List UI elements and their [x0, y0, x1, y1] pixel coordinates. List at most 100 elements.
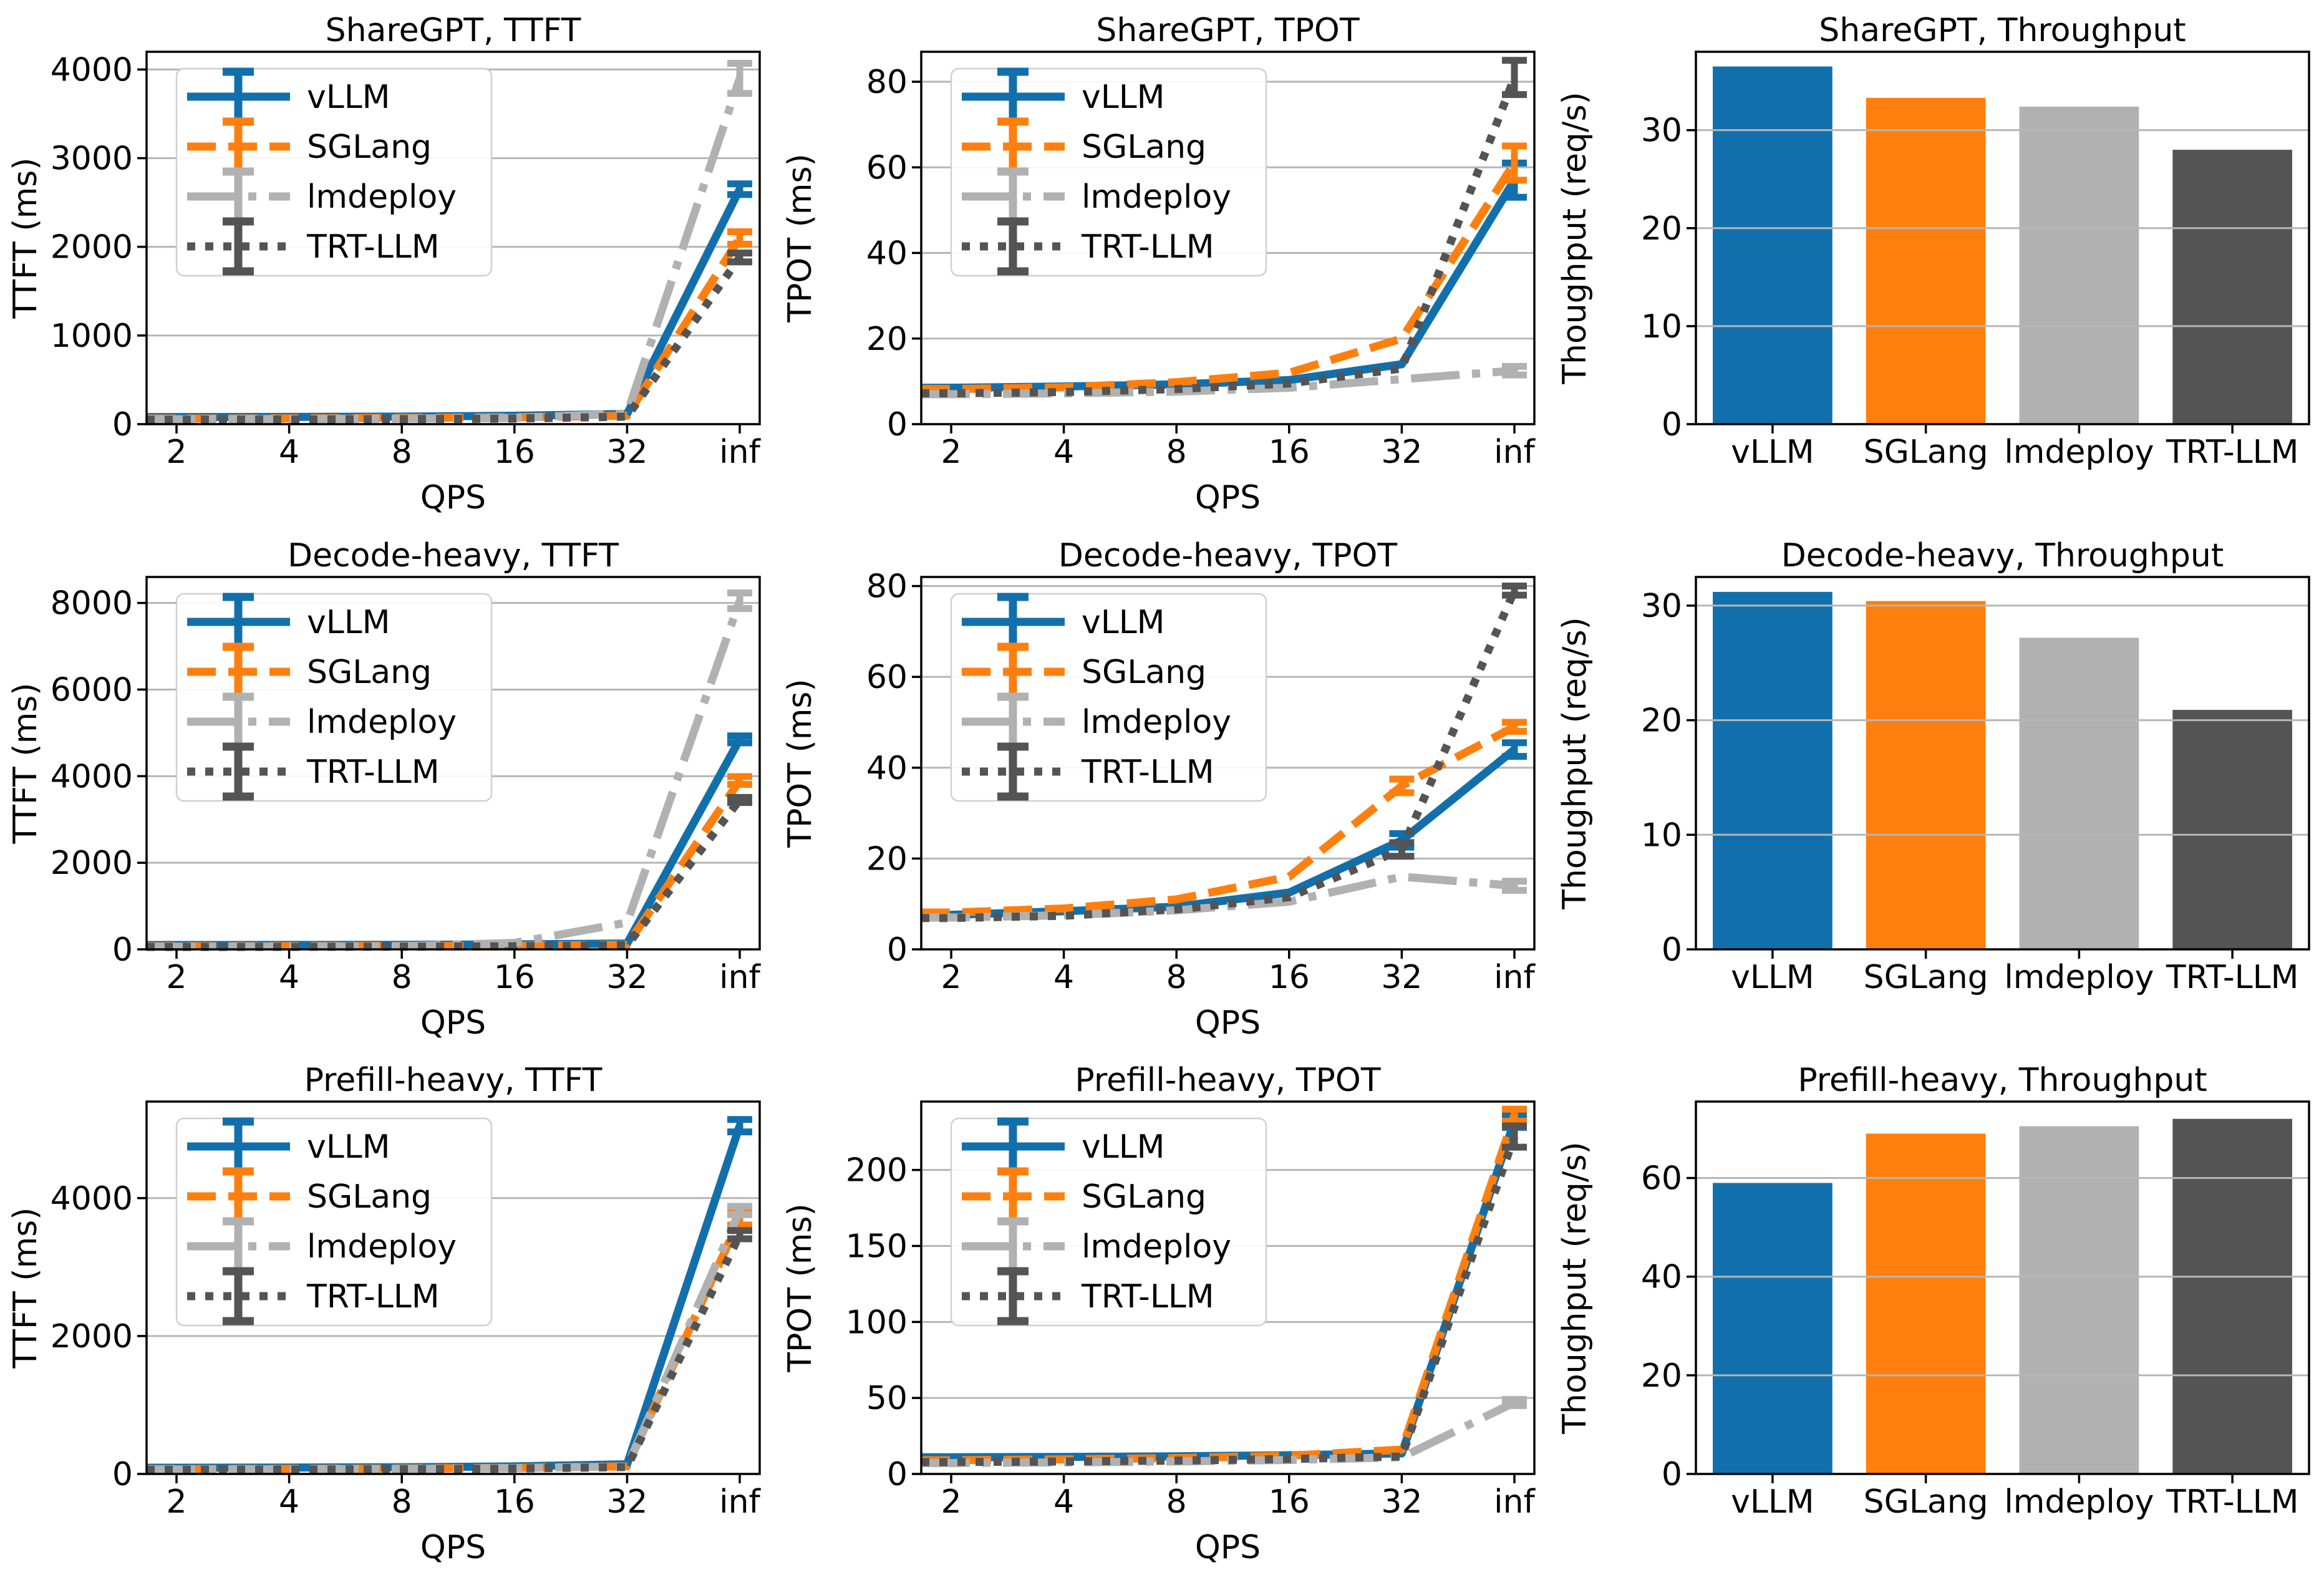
legend-label-lmdeploy: lmdeploy: [307, 704, 457, 741]
y-axis-label: TTFT (ms): [7, 1208, 44, 1369]
x-axis-tick-label: inf: [719, 434, 761, 471]
legend-label-lmdeploy: lmdeploy: [1082, 704, 1231, 741]
x-axis-tick-label: inf: [1494, 959, 1536, 996]
legend: vLLM SGLang lmdeploy TRT-LLM: [950, 1117, 1267, 1327]
x-axis-tick-label: 16: [494, 1483, 535, 1521]
x-axis-tick-label: 32: [606, 1483, 647, 1521]
y-axis-tick-label: 10: [1641, 308, 1682, 346]
chart-title: Decode-heavy, TTFT: [288, 537, 619, 574]
decode-heavy-throughput-canvas: 0 10 20 30 vLLM SGLang lmdeploy TRT-LLM Decode-h…: [1556, 537, 2310, 996]
y-axis-tick-label: 200: [846, 1152, 908, 1190]
chart-title: Decode-heavy, TPOT: [1058, 537, 1398, 574]
x-axis-tick-label: vLLM: [1731, 434, 1814, 471]
y-axis-label: TTFT (ms): [7, 682, 44, 844]
axis-spines: [145, 51, 761, 425]
x-axis-label: QPS: [420, 1004, 486, 1042]
x-axis-tick-label: SGLang: [1864, 434, 1988, 471]
x-axis-tick-label: 2: [941, 1483, 961, 1521]
y-axis-tick-label: 20: [866, 321, 908, 358]
y-axis-tick-label: 20: [866, 840, 908, 878]
x-axis-tick-label: 2: [166, 959, 186, 996]
y-axis-tick-label: 60: [866, 659, 908, 696]
y-axis-label: TPOT (ms): [782, 153, 819, 323]
x-axis-label: QPS: [1195, 1004, 1261, 1042]
legend-label-trtllm: TRT-LLM: [1081, 1278, 1214, 1316]
x-axis-tick-label: TRT-LLM: [2166, 1483, 2299, 1521]
x-axis-label: QPS: [1195, 1529, 1261, 1566]
line-series-trtllm: [921, 1135, 1519, 1466]
chart-title: Decode-heavy, Throughput: [1781, 537, 2224, 574]
x-axis-tick-label: lmdeploy: [2004, 1483, 2154, 1521]
y-axis-tick-label: 0: [887, 1456, 908, 1493]
y-axis-tick-label: 30: [1641, 588, 1682, 625]
x-axis-tick-label: 32: [1381, 1483, 1422, 1521]
subplot-prefill-heavy-ttft: 0 2000 4000 2 4 8 16 32 inf Prefill-heavy, TTFT QP…: [0, 1050, 775, 1575]
y-axis-tick-label: 6000: [51, 671, 133, 709]
legend-label-sglang: SGLang: [307, 654, 432, 691]
legend-box: [175, 67, 493, 277]
x-axis-tick-label: 2: [941, 434, 961, 471]
x-axis-tick-label: 4: [279, 1483, 299, 1521]
y-axis-tick-label: 40: [866, 235, 908, 273]
x-axis-tick-label: 4: [1053, 959, 1074, 996]
decode-heavy-ttft-canvas: 0 2000 4000 6000 8000 2 4 8 16 32 inf Decode-heavy,…: [7, 537, 762, 1042]
axis-spines: [920, 51, 1536, 425]
x-axis-tick-label: vLLM: [1731, 959, 1814, 996]
decode-heavy-tpot-canvas: 0 20 40 60 80 2 4 8 16 32 inf Decode-heavy, TPOT QPS…: [782, 537, 1536, 1042]
sharegpt-tpot-canvas: 0 20 40 60 80 2 4 8 16 32 inf ShareGPT, TPOT QPS TPOT…: [782, 12, 1536, 516]
x-axis-tick-label: 4: [1053, 1483, 1074, 1521]
subplot-sharegpt-throughput: 0 10 20 30 vLLM SGLang lmdeploy TRT-LLM ShareGPT…: [1549, 0, 2324, 525]
y-axis-tick-label: 80: [866, 64, 908, 101]
y-axis-label: TTFT (ms): [7, 157, 44, 319]
y-axis-tick-label: 0: [1662, 1456, 1682, 1493]
legend-item-trtllm: TRT-LLM: [962, 1267, 1214, 1325]
legend-label-lmdeploy: lmdeploy: [1082, 1228, 1231, 1266]
legend-label-vllm: vLLM: [307, 79, 390, 116]
legend-item-lmdeploy: lmdeploy: [187, 692, 457, 751]
legend-label-sglang: SGLang: [1082, 1178, 1206, 1216]
sharegpt-throughput-canvas: 0 10 20 30 vLLM SGLang lmdeploy TRT-LLM ShareGPT…: [1556, 12, 2310, 471]
legend-item-trtllm: TRT-LLM: [962, 742, 1214, 801]
line-series-sglang: [921, 160, 1518, 394]
axis-spines: [1695, 575, 2310, 951]
y-axis-tick-label: 2000: [51, 1318, 133, 1355]
y-axis-tick-label: 30: [1641, 112, 1682, 150]
subplot-decode-heavy-ttft: 0 2000 4000 6000 8000 2 4 8 16 32 inf Decode-heavy,…: [0, 525, 775, 1050]
legend-label-trtllm: TRT-LLM: [1081, 228, 1214, 266]
x-axis-label: QPS: [420, 479, 486, 516]
x-axis-tick-label: 8: [392, 434, 412, 471]
axis-spines: [1695, 1100, 2310, 1476]
legend-label-vllm: vLLM: [1082, 1128, 1165, 1166]
y-axis-tick-label: 0: [112, 931, 133, 969]
y-axis-tick-label: 10: [1641, 817, 1682, 854]
x-axis-tick-label: 8: [1166, 959, 1187, 996]
x-axis-tick-label: 8: [392, 1483, 412, 1521]
legend: vLLM SGLang lmdeploy TRT-LLM: [950, 67, 1267, 277]
legend-item-vllm: vLLM: [962, 1117, 1165, 1176]
x-axis-tick-label: 4: [1053, 434, 1074, 471]
chart-title: ShareGPT, Throughput: [1819, 12, 2186, 49]
bar-trtllm: [2172, 709, 2292, 949]
subplot-prefill-heavy-throughput: 0 20 40 60 vLLM SGLang lmdeploy TRT-LLM Prefill-…: [1549, 1050, 2324, 1575]
x-axis-tick-label: lmdeploy: [2004, 959, 2154, 996]
x-axis-tick-label: 16: [494, 434, 535, 471]
legend-item-trtllm: TRT-LLM: [187, 1267, 440, 1325]
x-axis-tick-label: SGLang: [1864, 959, 1988, 996]
subplot-sharegpt-tpot: 0 20 40 60 80 2 4 8 16 32 inf ShareGPT, TPOT QPS TPOT…: [775, 0, 1549, 525]
prefill-heavy-tpot-canvas: 0 50 100 150 200 2 4 8 16 32 inf Prefill-heavy, TPO…: [782, 1062, 1536, 1566]
legend-box: [175, 593, 493, 802]
y-axis-tick-label: 0: [887, 406, 908, 443]
bar-trtllm: [2172, 150, 2292, 424]
bar-lmdeploy: [2019, 637, 2139, 949]
legend-box: [950, 1118, 1267, 1327]
prefill-heavy-ttft-canvas: 0 2000 4000 2 4 8 16 32 inf Prefill-heavy, TTFT QP…: [7, 1062, 762, 1566]
y-axis-tick-label: 4000: [51, 758, 133, 795]
legend-item-lmdeploy: lmdeploy: [962, 167, 1231, 226]
line-series-trtllm: [147, 797, 743, 951]
legend-box: [175, 1118, 493, 1327]
y-axis-tick-label: 20: [1641, 1357, 1682, 1395]
x-axis-tick-label: 8: [392, 959, 412, 996]
y-axis-tick-label: 2000: [51, 845, 133, 882]
x-axis-tick-label: inf: [719, 1483, 761, 1521]
y-axis-label: Thoughput (req/s): [1556, 92, 1594, 385]
